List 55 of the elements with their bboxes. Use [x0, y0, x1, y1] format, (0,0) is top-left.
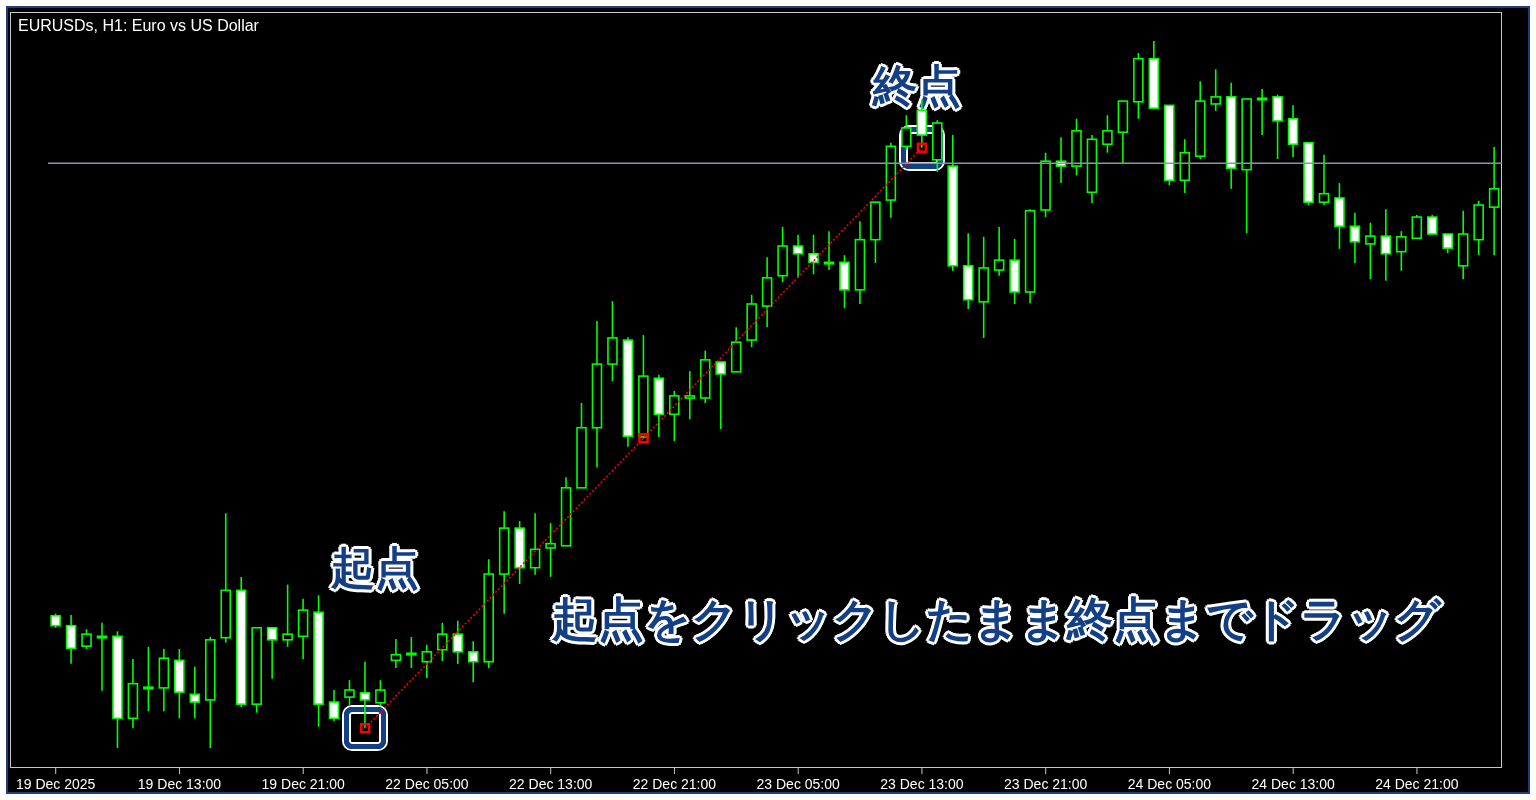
candlestick: [715, 361, 727, 430]
x-tick-label: 23 Dec 05:00: [756, 776, 841, 792]
candlestick: [684, 370, 696, 421]
candlestick: [1102, 114, 1113, 154]
x-tick-label: 22 Dec 13:00: [509, 776, 593, 792]
candlestick: [545, 522, 556, 578]
candlestick: [1318, 154, 1330, 206]
candlestick: [96, 622, 108, 692]
candlestick: [375, 679, 386, 708]
candlestick: [406, 636, 417, 669]
candlestick: [993, 226, 1005, 277]
candlestick: [1055, 136, 1067, 184]
annotation: 起点をクリックしたまま終点までドラッグ: [552, 593, 1441, 645]
candlestick: [1396, 230, 1407, 272]
x-tick-label: 22 Dec 21:00: [632, 776, 717, 792]
candlestick: [344, 679, 355, 706]
candlestick: [669, 390, 680, 442]
x-tick-label: 24 Dec 21:00: [1375, 776, 1459, 792]
candlestick: [1380, 208, 1392, 282]
x-tick-label: 24 Dec 05:00: [1127, 776, 1212, 792]
candlestick: [266, 627, 278, 680]
candlestick: [808, 233, 819, 276]
candlestick: [81, 628, 92, 650]
annotation: 終点: [871, 60, 962, 110]
x-tick-label: 23 Dec 13:00: [880, 776, 964, 792]
chart-title: EURUSDs, H1: Euro vs US Dollar: [18, 17, 259, 35]
candlestick: [1210, 68, 1221, 112]
x-tick-label: 19 Dec 21:00: [261, 776, 346, 792]
candlestick: [1349, 212, 1361, 264]
candlestick: [467, 640, 479, 684]
candlestick: [421, 643, 433, 679]
candlestick: [1411, 214, 1423, 240]
candlestick: [65, 614, 77, 665]
candlestick: [529, 512, 541, 576]
x-tick-label: 23 Dec 21:00: [1004, 776, 1088, 792]
candlestick: [1256, 88, 1268, 136]
candlestick: [452, 619, 464, 665]
candlestick: [1442, 233, 1454, 254]
candlestick: [1365, 221, 1376, 281]
candlestick: [792, 233, 804, 279]
candlestick: [901, 114, 912, 151]
candlestick: [143, 646, 154, 713]
annotation: 起点: [330, 543, 421, 593]
candlestick: [328, 689, 340, 722]
x-tick-label: 19 Dec 13:00: [137, 776, 222, 792]
candlestick: [390, 638, 402, 669]
candlestick: [823, 230, 835, 271]
x-tick-label: 24 Dec 13:00: [1251, 776, 1336, 792]
candlestick: [1426, 214, 1438, 235]
candlestick: [189, 665, 201, 720]
candlestick: [1488, 146, 1500, 257]
x-tick-label: 22 Dec 05:00: [385, 776, 469, 792]
x-tick-label: 19 Dec 2025: [16, 776, 96, 792]
candlestick: [282, 583, 293, 648]
candlestick: [437, 622, 448, 662]
